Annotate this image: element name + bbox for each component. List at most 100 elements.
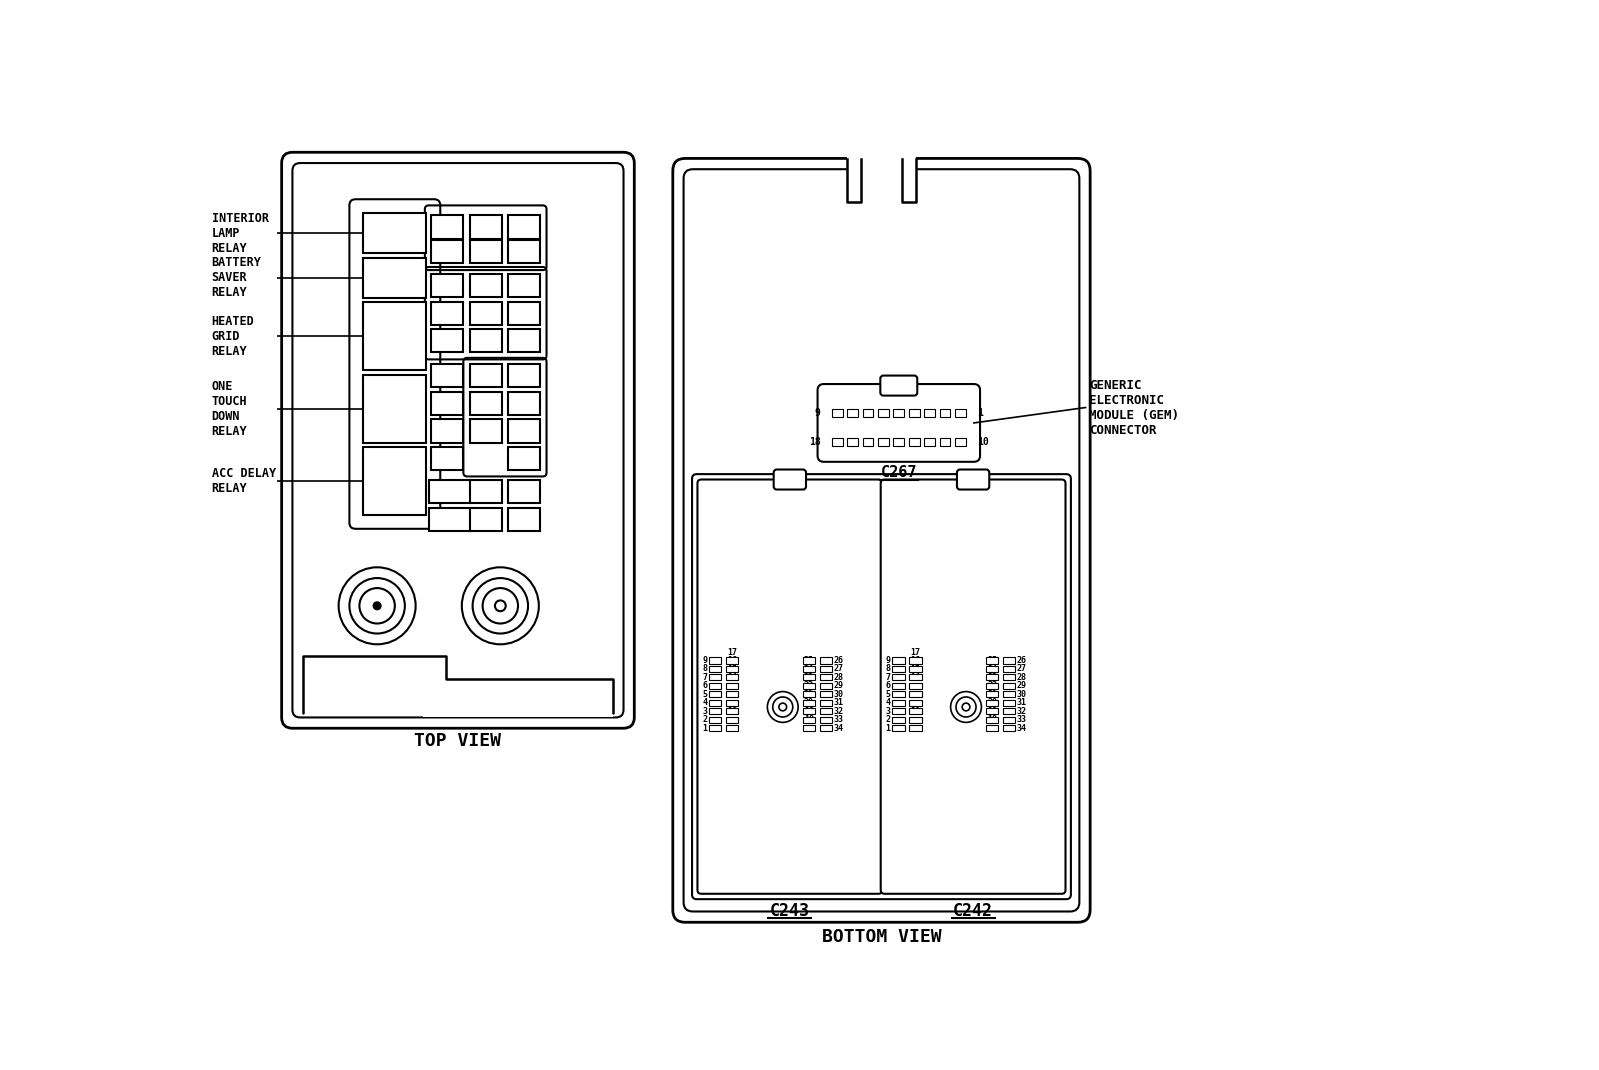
FancyBboxPatch shape xyxy=(281,152,635,729)
Bar xyxy=(508,508,540,531)
Bar xyxy=(1003,691,1015,698)
Bar xyxy=(708,674,721,681)
Text: 21: 21 xyxy=(480,515,492,524)
Text: C242: C242 xyxy=(953,902,993,920)
Text: 15: 15 xyxy=(480,308,492,318)
Bar xyxy=(820,725,831,731)
Text: 34: 34 xyxy=(833,723,844,733)
Bar xyxy=(726,708,739,715)
Text: 27: 27 xyxy=(833,664,844,673)
Text: 27: 27 xyxy=(518,370,531,381)
Text: 2: 2 xyxy=(392,280,398,290)
Text: 2: 2 xyxy=(702,715,707,724)
Bar xyxy=(432,364,464,387)
Text: 16: 16 xyxy=(910,656,921,666)
Bar xyxy=(847,438,859,446)
Text: 7: 7 xyxy=(886,673,891,682)
Bar xyxy=(508,447,540,471)
Bar xyxy=(820,666,831,672)
Bar xyxy=(803,725,815,731)
Bar xyxy=(955,438,966,446)
Bar xyxy=(847,409,859,417)
Text: 33: 33 xyxy=(833,715,844,724)
Text: 30: 30 xyxy=(518,454,531,463)
Text: 6: 6 xyxy=(445,370,451,381)
Text: 21: 21 xyxy=(987,690,998,699)
Bar xyxy=(820,717,831,723)
Bar xyxy=(1003,683,1015,689)
Text: RELAY: RELAY xyxy=(377,470,411,480)
Bar xyxy=(987,708,998,715)
Text: BOTTOM VIEW: BOTTOM VIEW xyxy=(822,928,942,946)
Text: 5: 5 xyxy=(445,336,451,346)
Text: 6: 6 xyxy=(886,682,891,690)
Bar xyxy=(820,700,831,706)
Bar xyxy=(363,303,427,370)
Text: 20: 20 xyxy=(804,699,814,707)
Text: ACC DELAY
RELAY: ACC DELAY RELAY xyxy=(211,468,275,495)
Text: 4: 4 xyxy=(392,411,398,422)
Text: 24: 24 xyxy=(518,280,531,290)
Text: GENERIC
ELECTRONIC
MODULE (GEM)
CONNECTOR: GENERIC ELECTRONIC MODULE (GEM) CONNECTO… xyxy=(1089,379,1180,437)
Bar xyxy=(363,213,427,254)
Bar xyxy=(910,691,921,698)
Text: 10: 10 xyxy=(728,707,737,716)
Text: RELAY: RELAY xyxy=(377,266,411,277)
Bar xyxy=(1003,674,1015,681)
Bar xyxy=(470,215,502,239)
Bar xyxy=(1003,666,1015,672)
Bar xyxy=(987,666,998,672)
Bar xyxy=(470,419,502,443)
Text: RELAY: RELAY xyxy=(377,325,411,335)
Text: 30: 30 xyxy=(833,690,844,699)
Text: 3: 3 xyxy=(702,707,707,716)
Text: 22: 22 xyxy=(518,221,531,232)
Bar xyxy=(908,438,919,446)
Bar xyxy=(429,508,472,531)
Bar xyxy=(924,409,935,417)
Bar xyxy=(470,302,502,325)
Bar xyxy=(987,691,998,698)
Text: 2: 2 xyxy=(445,246,451,257)
Text: 26: 26 xyxy=(833,656,844,664)
Text: 3: 3 xyxy=(886,707,891,716)
Text: 25: 25 xyxy=(987,656,998,666)
Bar xyxy=(508,215,540,239)
Bar xyxy=(987,725,998,731)
Text: 13: 13 xyxy=(480,246,492,257)
Text: 2: 2 xyxy=(886,715,891,724)
Text: 14: 14 xyxy=(480,280,492,290)
Bar xyxy=(892,666,905,672)
Text: 9: 9 xyxy=(445,454,451,463)
Bar xyxy=(803,700,815,706)
Bar xyxy=(429,480,472,503)
Text: 29: 29 xyxy=(833,682,844,690)
Bar xyxy=(910,683,921,689)
Text: 34: 34 xyxy=(1017,723,1027,733)
Text: 9: 9 xyxy=(702,656,707,664)
Text: 31: 31 xyxy=(1017,699,1027,707)
Text: 33: 33 xyxy=(1017,715,1027,724)
Bar xyxy=(987,700,998,706)
Text: 28: 28 xyxy=(518,398,531,409)
FancyBboxPatch shape xyxy=(774,470,806,490)
Bar xyxy=(803,666,815,672)
Bar xyxy=(803,691,815,698)
Bar xyxy=(803,717,815,723)
Text: TOP VIEW: TOP VIEW xyxy=(414,732,502,750)
Text: 6: 6 xyxy=(702,682,707,690)
Bar xyxy=(726,717,739,723)
Bar xyxy=(470,364,502,387)
Text: 16: 16 xyxy=(480,336,492,346)
FancyBboxPatch shape xyxy=(692,474,1071,899)
FancyBboxPatch shape xyxy=(956,470,990,490)
Bar xyxy=(878,409,889,417)
Bar xyxy=(924,438,935,446)
Bar xyxy=(847,157,916,180)
Bar xyxy=(470,508,502,531)
Text: 10: 10 xyxy=(910,707,921,716)
Bar xyxy=(803,683,815,689)
Bar xyxy=(940,409,950,417)
Bar xyxy=(470,240,502,263)
Bar xyxy=(508,240,540,263)
